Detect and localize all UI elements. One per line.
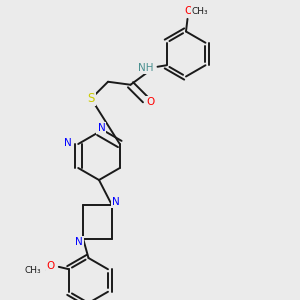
Text: O: O [184,6,192,16]
Text: S: S [87,92,94,105]
Text: CH₃: CH₃ [192,7,208,16]
Text: CH₃: CH₃ [25,266,41,275]
Text: O: O [47,261,55,271]
Text: N: N [112,197,120,207]
Text: N: N [75,237,83,247]
Text: N: N [64,137,72,148]
Text: N: N [98,123,105,134]
Text: NH: NH [137,63,153,73]
Text: O: O [146,97,154,107]
